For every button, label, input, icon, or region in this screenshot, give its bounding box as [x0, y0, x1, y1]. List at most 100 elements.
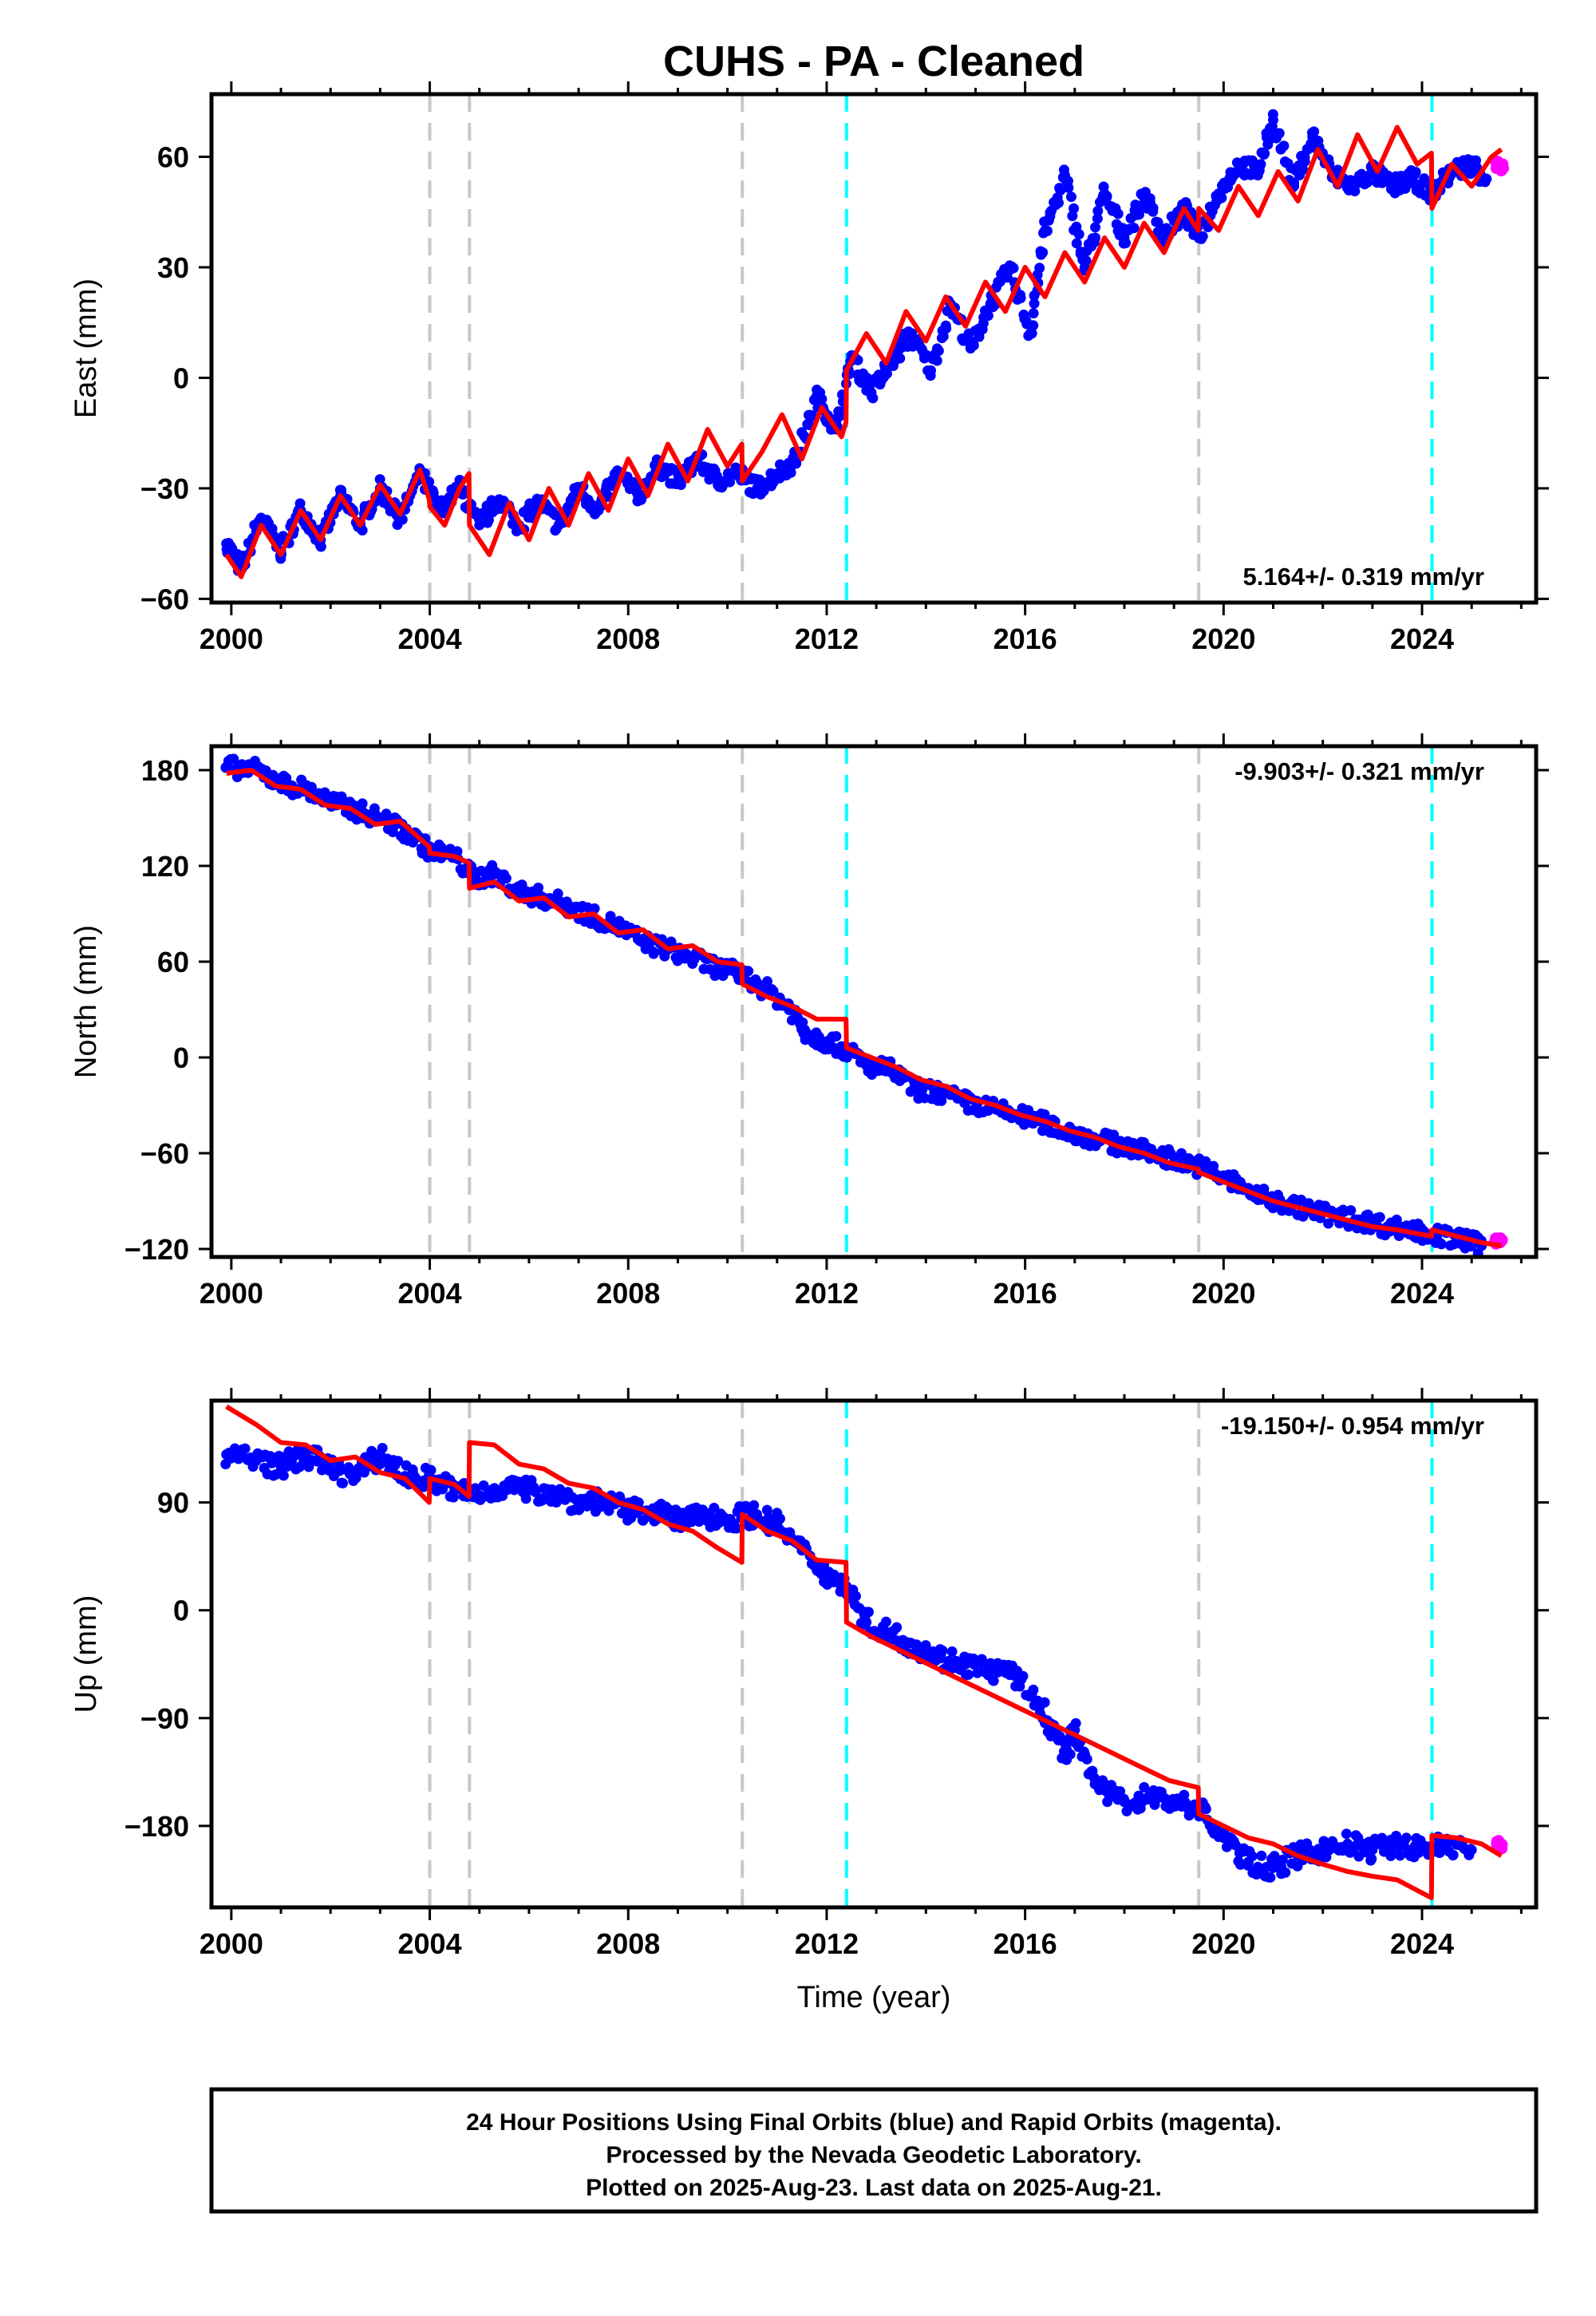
y-tick-label-east-30: 30 [157, 251, 189, 284]
final-orbit-point-up [772, 1519, 783, 1530]
final-orbit-point-up [1168, 1796, 1179, 1808]
plot-area-north [220, 746, 1508, 1257]
final-orbit-point-east [1298, 164, 1309, 176]
final-orbit-point-up [946, 1646, 958, 1657]
final-orbit-point-north [589, 903, 600, 914]
final-orbit-point-east [940, 320, 951, 331]
chart-title: CUHS - PA - Cleaned [663, 38, 1084, 85]
final-orbit-point-east [1037, 247, 1049, 258]
final-orbit-point-east [866, 387, 877, 398]
x-tick-label-east-2008: 2008 [596, 622, 660, 655]
final-orbit-point-up [1218, 1832, 1229, 1844]
x-tick-label-north-2000: 2000 [200, 1277, 263, 1310]
y-axis-label-north: North (mm) [69, 925, 103, 1078]
plot-area-east [221, 94, 1510, 603]
final-orbit-point-east [1071, 238, 1082, 249]
final-orbit-point-north [1108, 1129, 1120, 1140]
plot-frame-up [209, 1398, 1539, 1910]
final-orbit-point-up [1267, 1862, 1278, 1873]
final-orbit-point-up [300, 1449, 311, 1460]
panels-group: 2000 2004 2008 2012 2016 2020 2024 −60 −30 0 30 60 E… [69, 81, 1549, 1960]
final-orbit-point-north [513, 886, 524, 897]
final-orbit-point-east [1407, 173, 1418, 184]
final-orbit-point-north [221, 761, 232, 773]
final-orbit-point-up [520, 1493, 531, 1504]
final-orbit-point-up [920, 1640, 931, 1651]
y-tick-label-north-180: 180 [141, 754, 189, 787]
final-orbit-point-up [863, 1607, 874, 1618]
final-orbit-point-up [1028, 1684, 1039, 1695]
plot-frame-east [209, 92, 1539, 605]
x-tick-label-up-2020: 2020 [1191, 1927, 1255, 1960]
final-orbit-point-east [1253, 166, 1264, 177]
final-orbit-point-east [1133, 209, 1144, 220]
final-orbit-point-east [1258, 149, 1270, 160]
final-orbit-point-up [972, 1667, 983, 1678]
final-orbit-point-north [563, 900, 575, 911]
final-orbit-point-east [1112, 208, 1124, 219]
footer-box [209, 2087, 1539, 2214]
y-tick-label-north-0: 0 [173, 1041, 189, 1074]
final-orbit-point-up [393, 1456, 404, 1467]
final-orbit-point-east [965, 343, 976, 354]
final-orbit-point-east [982, 310, 994, 322]
final-orbit-point-up [1367, 1844, 1378, 1856]
final-orbit-point-east [712, 476, 723, 487]
y-tick-label-north--60: −60 [140, 1137, 189, 1170]
final-orbit-point-north [821, 1036, 832, 1047]
final-orbit-point-up [1119, 1796, 1130, 1808]
final-orbit-point-up [374, 1449, 385, 1460]
final-orbit-point-up [474, 1490, 485, 1501]
final-orbit-point-up [821, 1569, 832, 1580]
final-orbit-point-up [574, 1504, 585, 1516]
final-orbit-point-north [1374, 1211, 1385, 1223]
final-orbit-point-up [697, 1509, 709, 1520]
y-tick-label-east-60: 60 [157, 140, 189, 173]
model-line-east [224, 124, 1503, 579]
final-orbit-point-north [801, 1028, 812, 1039]
final-orbit-point-north [936, 1095, 947, 1106]
final-orbit-point-east [1466, 159, 1477, 170]
plot-frame-north [209, 744, 1539, 1259]
final-orbit-point-east [221, 538, 232, 549]
final-orbit-point-up [275, 1461, 286, 1472]
final-orbit-point-east [1065, 192, 1077, 203]
y-tick-label-up-90: 90 [157, 1487, 189, 1520]
rapid-orbit-point-east [1497, 158, 1509, 170]
final-orbit-point-up [861, 1617, 872, 1628]
x-tick-label-up-2024: 2024 [1390, 1927, 1454, 1960]
final-orbit-point-up [1094, 1784, 1105, 1796]
final-orbit-point-east [593, 505, 604, 516]
final-orbit-point-up [985, 1665, 996, 1676]
final-orbit-point-up [880, 1616, 891, 1627]
x-tick-label-east-2012: 2012 [795, 622, 859, 655]
final-orbit-point-up [935, 1653, 946, 1664]
final-orbit-point-north [469, 873, 480, 884]
final-orbit-point-east [772, 468, 783, 479]
final-orbit-point-up [731, 1523, 742, 1534]
final-orbit-point-up [425, 1464, 437, 1476]
final-orbit-point-north [638, 937, 649, 948]
final-orbit-point-east [1039, 225, 1050, 236]
final-orbit-point-east [1274, 128, 1285, 139]
final-orbit-point-east [906, 328, 917, 339]
final-orbit-point-east [1099, 188, 1110, 200]
final-orbit-point-east [1128, 223, 1140, 234]
model-line-north [226, 768, 1502, 1248]
final-orbit-point-up [1144, 1790, 1155, 1801]
x-tick-label-east-2020: 2020 [1191, 622, 1255, 655]
final-orbit-point-east [1090, 232, 1101, 243]
final-orbit-point-north [935, 1087, 946, 1098]
x-tick-label-up-2008: 2008 [596, 1927, 660, 1960]
final-orbit-point-east [374, 474, 385, 485]
final-orbit-point-east [1092, 213, 1103, 224]
final-orbit-point-east [1029, 298, 1040, 309]
y-tick-label-north-60: 60 [157, 946, 189, 978]
final-orbit-point-east [1159, 232, 1170, 243]
final-orbit-point-north [648, 948, 659, 959]
final-orbit-point-east [1362, 176, 1373, 188]
final-orbit-point-east [1092, 205, 1104, 216]
y-tick-label-east-0: 0 [173, 362, 189, 394]
x-tick-label-north-2012: 2012 [795, 1277, 859, 1310]
final-orbit-point-east [1233, 159, 1244, 170]
